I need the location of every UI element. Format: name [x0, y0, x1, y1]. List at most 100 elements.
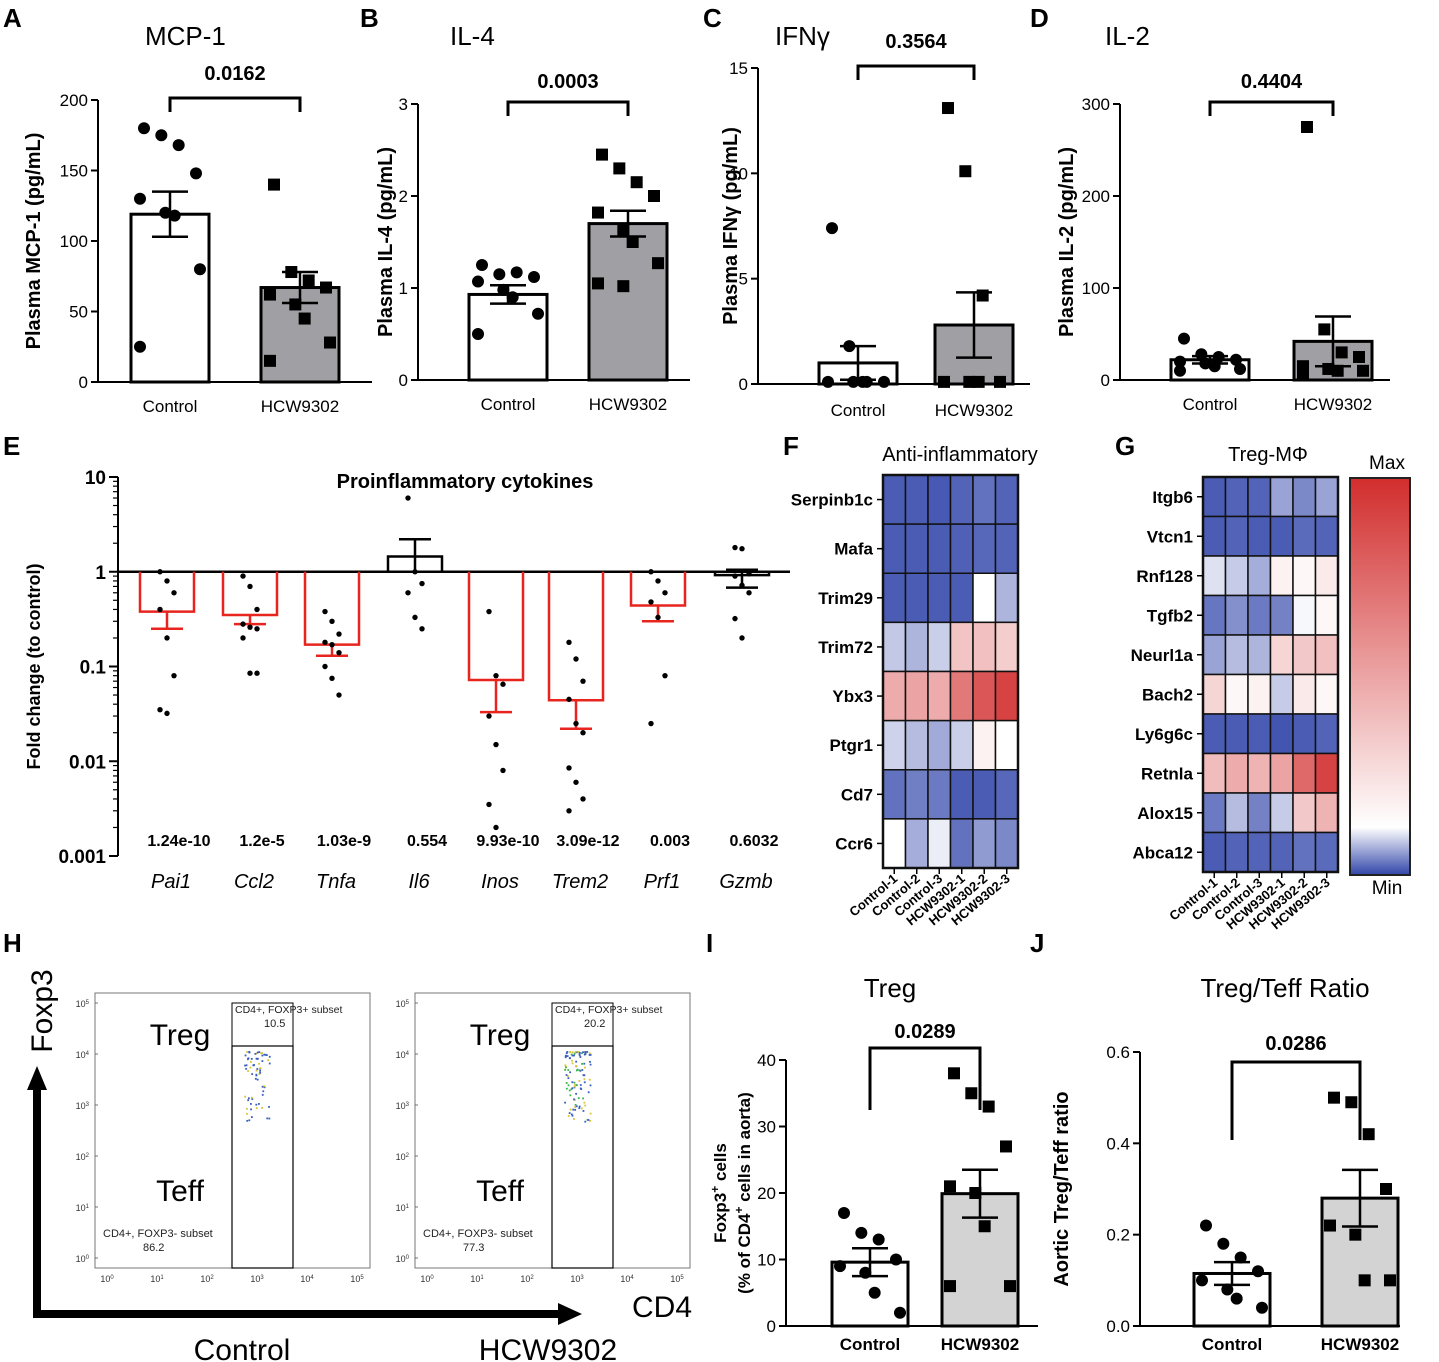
heatmap-cell: [1202, 476, 1227, 518]
data-point: [872, 1233, 885, 1246]
heatmap-cell: [1269, 713, 1294, 755]
y-label-part: cells: [711, 1143, 730, 1186]
flow-event-dot: [583, 1101, 586, 1104]
heatmap-cell: [1269, 752, 1294, 794]
flow-y-tick: 105: [396, 999, 410, 1009]
flow-tick-exp: 1: [160, 1275, 164, 1281]
flow-event-dot: [255, 1103, 258, 1106]
data-point: [157, 606, 163, 613]
data-point: [1357, 364, 1369, 377]
flow-event-dot: [263, 1053, 266, 1056]
heatmap-cell: [1202, 752, 1227, 794]
heatmap-cell: [882, 719, 907, 771]
heatmap-cell: [1224, 713, 1249, 755]
flow-tick-exp: 1: [86, 1204, 90, 1210]
flow-event-dot: [582, 1074, 585, 1077]
flow-event-dot: [575, 1065, 578, 1067]
flow-event-dot: [244, 1064, 246, 1067]
flow-event-dot: [565, 1054, 567, 1057]
y-tick-label: 200: [1082, 187, 1110, 206]
data-point: [419, 580, 425, 587]
flow-event-dot: [588, 1078, 591, 1081]
data-point: [322, 608, 328, 615]
flow-event-dot: [574, 1083, 577, 1086]
flow-event-dot: [567, 1084, 570, 1087]
heatmap-cell: [927, 769, 952, 820]
data-point: [486, 801, 492, 808]
chart-title: Treg/Teff Ratio: [1200, 973, 1369, 1003]
data-point: [190, 167, 202, 180]
significance-bracket: [1230, 1060, 1362, 1140]
data-point: [746, 590, 752, 596]
flow-x-tick: 105: [670, 1274, 684, 1284]
flow-y-tick: 104: [76, 1050, 90, 1060]
teff-label: Teff: [156, 1175, 204, 1208]
heatmap-cell: [1292, 594, 1317, 636]
data-point: [264, 288, 276, 301]
heatmap-cell: [1224, 831, 1249, 873]
y-tick-label: 0.001: [58, 847, 106, 868]
heatmap-cell: [1292, 476, 1317, 518]
data-point: [336, 649, 342, 656]
flow-event-dot: [578, 1069, 581, 1072]
heatmap-cell: [1292, 713, 1317, 755]
flow-event-dot: [570, 1113, 573, 1116]
flow-event-dot: [587, 1119, 590, 1121]
y-axis-label: Foxp3+ cells: [708, 1143, 730, 1243]
flow-event-dot: [564, 1064, 567, 1067]
heatmap-cell: [1314, 673, 1339, 715]
heatmap-cell: [927, 474, 952, 525]
flow-tick-exp: 3: [406, 1102, 410, 1108]
p-value: 0.0289: [894, 1021, 955, 1043]
heatmap-cell: [1202, 594, 1227, 636]
heatmap-cell: [927, 572, 952, 624]
y-axis-label: Plasma IL-4 (pg/mL): [375, 147, 397, 337]
flow-event-dot: [247, 1099, 250, 1102]
data-point: [566, 696, 572, 703]
category-label: Control: [831, 401, 886, 420]
significance-bracket: [856, 64, 976, 80]
y-tick-label: 40: [757, 1051, 776, 1070]
gate-upper-label: CD4+, FOXP3+ subset: [555, 1004, 662, 1016]
y-axis-label: Plasma IFNγ (pg/mL): [720, 127, 742, 325]
data-point: [965, 1087, 978, 1100]
flow-event-dot: [578, 1054, 581, 1057]
flow-event-dot: [258, 1062, 261, 1065]
flow-event-dot: [569, 1071, 572, 1074]
heatmap-cell: [882, 769, 907, 820]
gate-lower-value: 77.3: [463, 1242, 484, 1254]
data-point: [566, 765, 572, 771]
flow-event-dot: [569, 1108, 572, 1111]
data-point: [412, 569, 418, 575]
flow-event-dot: [247, 1058, 249, 1061]
data-point: [1353, 351, 1365, 363]
flow-event-dot: [261, 1106, 263, 1109]
heatmap-cell: [994, 719, 1019, 771]
heatmap-cell: [1224, 594, 1249, 636]
data-point: [855, 1226, 868, 1239]
row-label: Alox15: [1137, 804, 1193, 823]
y-tick-label: 0.0: [1106, 1317, 1130, 1336]
data-point: [254, 670, 260, 676]
data-point: [1174, 364, 1186, 377]
heatmap-cell: [1247, 476, 1272, 518]
data-point: [732, 544, 738, 551]
flow-tick-exp: 0: [110, 1275, 114, 1281]
heatmap-cell: [1224, 752, 1249, 794]
flow-event-dot: [268, 1117, 271, 1120]
y-tick-label: 15: [729, 59, 748, 78]
data-point: [268, 178, 280, 191]
flow-event-dot: [567, 1115, 570, 1117]
data-point: [580, 796, 586, 802]
data-point: [336, 631, 342, 637]
flow-event-dot: [258, 1051, 261, 1053]
flow-x-tick: 101: [150, 1274, 164, 1284]
category-label: Ccl2: [234, 871, 274, 893]
data-point: [159, 206, 172, 219]
heatmap-cell: [882, 474, 907, 525]
data-point: [843, 340, 856, 353]
data-point: [739, 582, 745, 588]
heatmap-cell: [882, 670, 907, 722]
treg-label: Treg: [470, 1019, 531, 1052]
